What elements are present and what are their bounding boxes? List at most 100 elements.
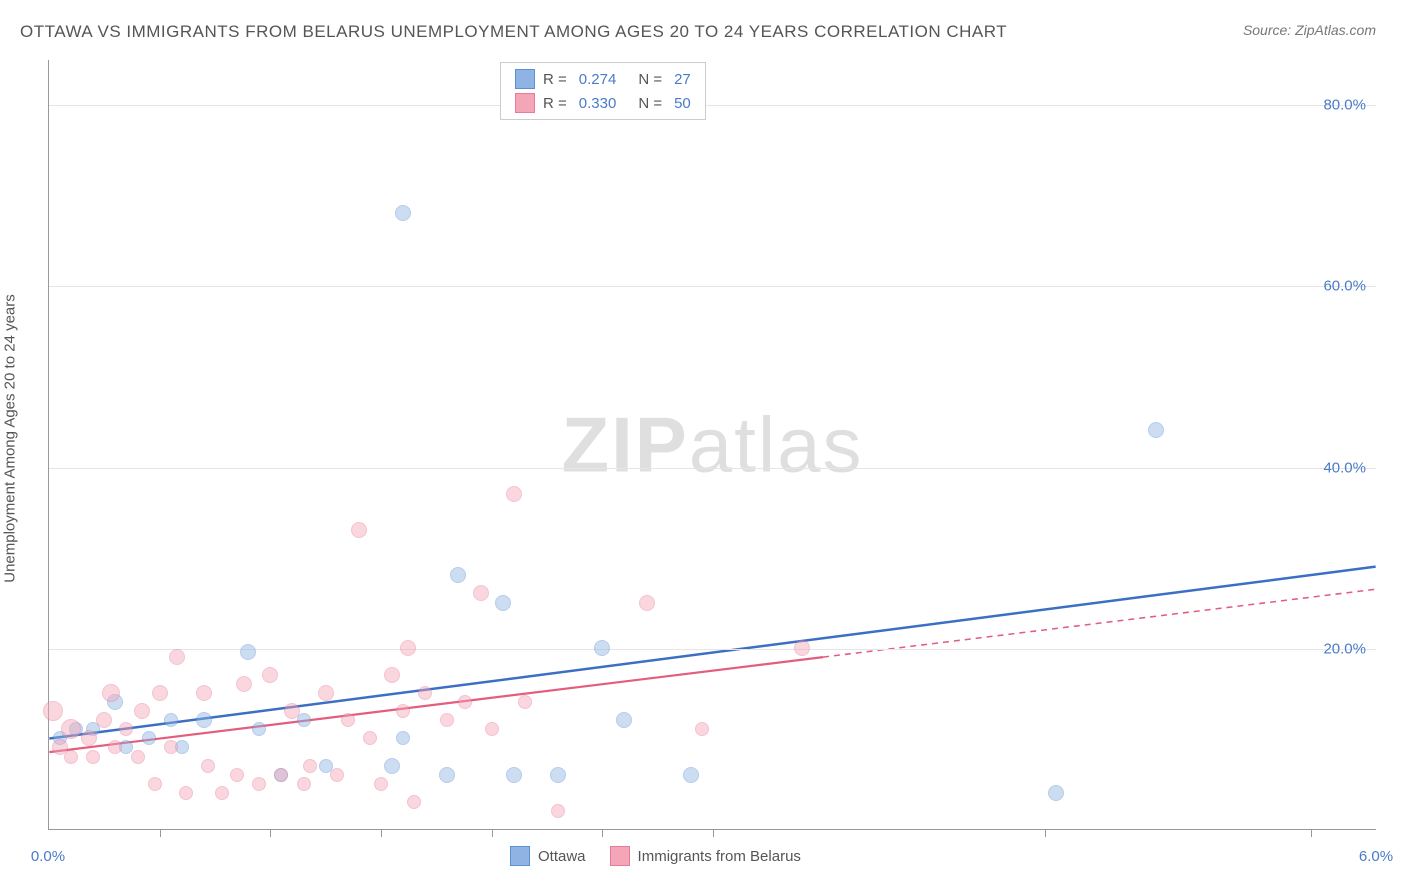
scatter-point xyxy=(86,750,100,764)
scatter-point xyxy=(196,685,212,701)
scatter-point xyxy=(1148,422,1164,438)
scatter-point xyxy=(450,567,466,583)
scatter-point xyxy=(594,640,610,656)
legend-row: R = 0.330 N = 50 xyxy=(515,93,691,113)
gridline xyxy=(49,468,1376,469)
x-tick xyxy=(1045,829,1046,837)
legend-item: Ottawa xyxy=(510,846,586,866)
x-tick xyxy=(492,829,493,837)
scatter-point xyxy=(196,712,212,728)
scatter-point xyxy=(616,712,632,728)
scatter-point xyxy=(440,713,454,727)
legend-R-label: R = xyxy=(543,71,567,88)
scatter-point xyxy=(330,768,344,782)
scatter-point xyxy=(363,731,377,745)
scatter-point xyxy=(102,684,120,702)
scatter-point xyxy=(1048,785,1064,801)
scatter-point xyxy=(395,205,411,221)
scatter-point xyxy=(81,730,97,746)
scatter-point xyxy=(384,758,400,774)
legend-R-value: 0.274 xyxy=(579,71,617,88)
scatter-point xyxy=(274,768,288,782)
scatter-point xyxy=(341,713,355,727)
scatter-point xyxy=(683,767,699,783)
scatter-point xyxy=(201,759,215,773)
scatter-point xyxy=(374,777,388,791)
x-tick-label: 0.0% xyxy=(31,848,65,865)
scatter-point xyxy=(458,695,472,709)
gridline xyxy=(49,105,1376,106)
scatter-point xyxy=(639,595,655,611)
scatter-point xyxy=(142,731,156,745)
x-tick xyxy=(270,829,271,837)
y-tick-label: 40.0% xyxy=(1323,459,1366,476)
legend-N-value: 50 xyxy=(674,95,691,112)
scatter-point xyxy=(303,759,317,773)
trend-lines xyxy=(49,60,1376,829)
x-tick xyxy=(713,829,714,837)
x-tick xyxy=(602,829,603,837)
scatter-point xyxy=(134,703,150,719)
y-axis-label: Unemployment Among Ages 20 to 24 years xyxy=(2,294,19,583)
watermark-bold: ZIP xyxy=(561,400,688,488)
scatter-point xyxy=(148,777,162,791)
legend-N-value: 27 xyxy=(674,71,691,88)
scatter-point xyxy=(351,522,367,538)
gridline xyxy=(49,286,1376,287)
scatter-point xyxy=(473,585,489,601)
legend-label: Ottawa xyxy=(538,848,586,865)
scatter-point xyxy=(506,767,522,783)
legend-stats: R = 0.274 N = 27 R = 0.330 N = 50 xyxy=(500,62,706,120)
source-label: Source: ZipAtlas.com xyxy=(1243,22,1376,38)
scatter-point xyxy=(418,686,432,700)
scatter-point xyxy=(252,777,266,791)
chart-title: OTTAWA VS IMMIGRANTS FROM BELARUS UNEMPL… xyxy=(20,22,1007,42)
scatter-point xyxy=(230,768,244,782)
scatter-point xyxy=(152,685,168,701)
scatter-point xyxy=(284,703,300,719)
scatter-point xyxy=(396,704,410,718)
scatter-point xyxy=(108,740,122,754)
scatter-point xyxy=(131,750,145,764)
scatter-point xyxy=(407,795,421,809)
scatter-point xyxy=(485,722,499,736)
scatter-point xyxy=(695,722,709,736)
scatter-point xyxy=(794,640,810,656)
scatter-point xyxy=(396,731,410,745)
scatter-point xyxy=(495,595,511,611)
legend-swatch xyxy=(515,69,535,89)
x-tick xyxy=(160,829,161,837)
scatter-point xyxy=(179,786,193,800)
scatter-point xyxy=(551,804,565,818)
scatter-point xyxy=(64,750,78,764)
scatter-point xyxy=(215,786,229,800)
y-tick-label: 60.0% xyxy=(1323,278,1366,295)
scatter-point xyxy=(96,712,112,728)
scatter-point xyxy=(236,676,252,692)
scatter-point xyxy=(400,640,416,656)
scatter-point xyxy=(164,740,178,754)
chart-area: ZIPatlas 20.0%40.0%60.0%80.0% xyxy=(48,60,1376,830)
x-tick xyxy=(1311,829,1312,837)
scatter-point xyxy=(169,649,185,665)
watermark: ZIPatlas xyxy=(561,399,863,490)
x-tick-label: 6.0% xyxy=(1359,848,1393,865)
legend-label: Immigrants from Belarus xyxy=(638,848,801,865)
legend-N-label: N = xyxy=(638,95,662,112)
watermark-light: atlas xyxy=(689,400,864,488)
scatter-point xyxy=(240,644,256,660)
scatter-point xyxy=(262,667,278,683)
legend-swatch xyxy=(515,93,535,113)
legend-row: R = 0.274 N = 27 xyxy=(515,69,691,89)
legend-item: Immigrants from Belarus xyxy=(610,846,801,866)
scatter-point xyxy=(43,701,63,721)
scatter-point xyxy=(119,722,133,736)
legend-swatch xyxy=(610,846,630,866)
legend-series: Ottawa Immigrants from Belarus xyxy=(510,846,801,866)
legend-N-label: N = xyxy=(638,71,662,88)
legend-R-value: 0.330 xyxy=(579,95,617,112)
scatter-point xyxy=(439,767,455,783)
y-tick-label: 80.0% xyxy=(1323,97,1366,114)
scatter-point xyxy=(506,486,522,502)
legend-swatch xyxy=(510,846,530,866)
